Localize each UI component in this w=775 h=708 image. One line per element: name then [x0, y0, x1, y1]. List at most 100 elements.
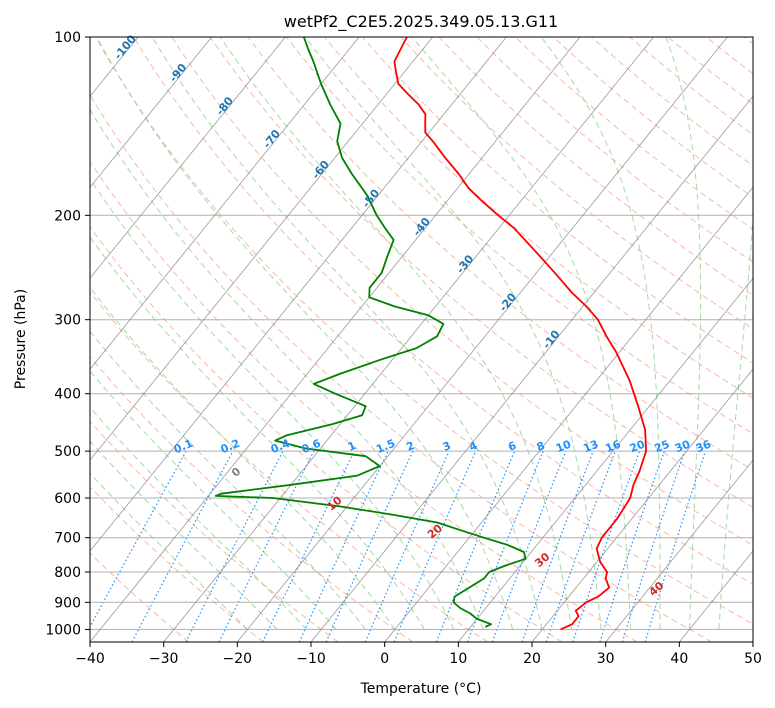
x-tick-label: −10 — [296, 651, 326, 667]
moist-adiabat-line — [96, 37, 514, 630]
x-tick-label: 0 — [380, 651, 389, 667]
moist-adiabat-line — [665, 37, 702, 630]
y-tick-label: 100 — [54, 30, 81, 46]
temperature-profile — [393, 37, 647, 631]
dry-adiabat-label: 30 — [532, 550, 552, 570]
isotherm-line — [90, 37, 360, 370]
isotherm-label: -30 — [454, 252, 477, 276]
axes: −40 −30 −20 −10 0 10 20 30 40 5010020030040050060… — [45, 30, 762, 667]
isotherm-line — [90, 37, 581, 642]
x-tick-label: −40 — [75, 651, 105, 667]
y-tick-label: 200 — [54, 208, 81, 224]
dry-adiabat-line — [90, 160, 638, 642]
isotherm-line — [90, 37, 434, 461]
y-tick-label: 1000 — [45, 622, 81, 638]
moist-adiabat-line — [540, 37, 661, 630]
dry-adiabat-label: 0 — [229, 465, 243, 480]
isotherm-label: -80 — [213, 94, 236, 118]
x-tick-label: −20 — [223, 651, 253, 667]
mixing-ratio-label: 30 — [673, 437, 692, 455]
x-tick-label: 10 — [449, 651, 467, 667]
dry-adiabat-line — [90, 420, 339, 642]
dry-adiabat-line — [705, 37, 753, 75]
dry-adiabat-line — [90, 226, 563, 642]
mixing-ratio-label: 3 — [441, 439, 453, 454]
mixing-ratio-line — [218, 450, 315, 642]
mixing-ratio-label: 10 — [554, 437, 573, 455]
dry-adiabat-line — [209, 37, 753, 508]
dry-adiabat-line — [514, 37, 753, 230]
dry-adiabat-line — [438, 37, 753, 296]
mixing-ratio-label: 4 — [467, 439, 479, 454]
moist-adiabat-line — [90, 286, 396, 630]
mixing-ratio-line — [393, 450, 477, 642]
isotherm-label: -70 — [260, 127, 283, 151]
mixing-ratio-label: 20 — [628, 437, 647, 455]
isotherm-line — [605, 459, 753, 642]
mixing-ratio-line — [298, 450, 389, 642]
isotherm-line — [531, 368, 753, 642]
dry-adiabat-line — [285, 37, 753, 435]
mixing-ratio-label: 13 — [581, 438, 600, 456]
dry-adiabat-line — [90, 355, 414, 642]
y-tick-label: 700 — [54, 531, 81, 547]
mixing-ratio-line — [325, 450, 414, 642]
moist-adiabat-line — [90, 178, 455, 630]
dry-adiabat-line — [591, 37, 753, 167]
dry-adiabat-label: 40 — [646, 579, 666, 599]
isotherm-line — [90, 37, 286, 279]
y-tick-label: 300 — [54, 313, 81, 329]
mixing-ratio-label: 25 — [652, 438, 671, 456]
y-tick-label: 400 — [54, 387, 81, 403]
dry-adiabat-line — [133, 37, 753, 585]
moist-adiabat-line — [90, 406, 307, 630]
dewpoint-profile — [214, 37, 527, 628]
moist-adiabat-line — [90, 440, 278, 630]
moist-adiabat-line — [90, 370, 337, 630]
mixing-ratio-label: 1.5 — [374, 437, 397, 456]
isotherm-line — [90, 37, 213, 188]
moist-adiabat-line — [90, 108, 484, 630]
dry-adiabat-line — [90, 94, 712, 642]
mixing-ratio-line — [599, 450, 665, 642]
moist-adiabat-line — [411, 37, 632, 630]
mixing-ratio-label: 16 — [604, 437, 623, 455]
mixing-ratio-label: 36 — [694, 437, 713, 455]
isotherm-label: -90 — [167, 61, 190, 85]
line-annotations: -100-90-80-70-60-50-40-30-20-100.1 0.2 0.4… — [111, 32, 713, 598]
mixing-ratio-line — [435, 450, 516, 642]
sounding-profiles — [214, 37, 647, 631]
x-tick-label: 30 — [597, 651, 615, 667]
isotherm-line — [752, 641, 753, 642]
dry-adiabat-line — [400, 37, 753, 330]
mixing-ratio-label: 0.4 — [269, 437, 292, 456]
moist-adiabat-line — [219, 37, 573, 630]
dry-adiabat-line — [743, 37, 753, 45]
mixing-ratio-label: 6 — [506, 439, 518, 454]
isotherm-line — [0, 37, 64, 642]
y-tick-label: 800 — [54, 565, 81, 581]
mixing-ratio-label: 0.6 — [300, 437, 323, 456]
isotherm-line — [236, 37, 728, 642]
isotherm-line — [457, 277, 753, 642]
mixing-ratio-line — [262, 450, 355, 642]
isotherm-line — [163, 37, 655, 642]
isotherm-line — [90, 37, 507, 552]
dry-adiabat-line — [247, 37, 753, 471]
moist-adiabat-line — [90, 330, 366, 630]
dry-adiabat-line — [95, 37, 753, 625]
mixing-ratio-line — [644, 450, 707, 642]
dry-adiabat-line — [90, 291, 488, 642]
mixing-ratio-label: 1 — [346, 439, 358, 454]
moist-adiabat-line — [90, 236, 425, 630]
isotherm-label: -40 — [410, 215, 433, 239]
y-tick-label: 600 — [54, 491, 81, 507]
moist-adiabat-line — [151, 37, 543, 630]
x-tick-label: 20 — [523, 651, 541, 667]
isotherm-label: -20 — [497, 290, 520, 314]
dry-adiabat-line — [362, 37, 753, 364]
isotherm-line — [310, 95, 753, 642]
mixing-ratio-label: 0.2 — [219, 437, 242, 456]
moist-adiabat-line — [718, 212, 753, 630]
